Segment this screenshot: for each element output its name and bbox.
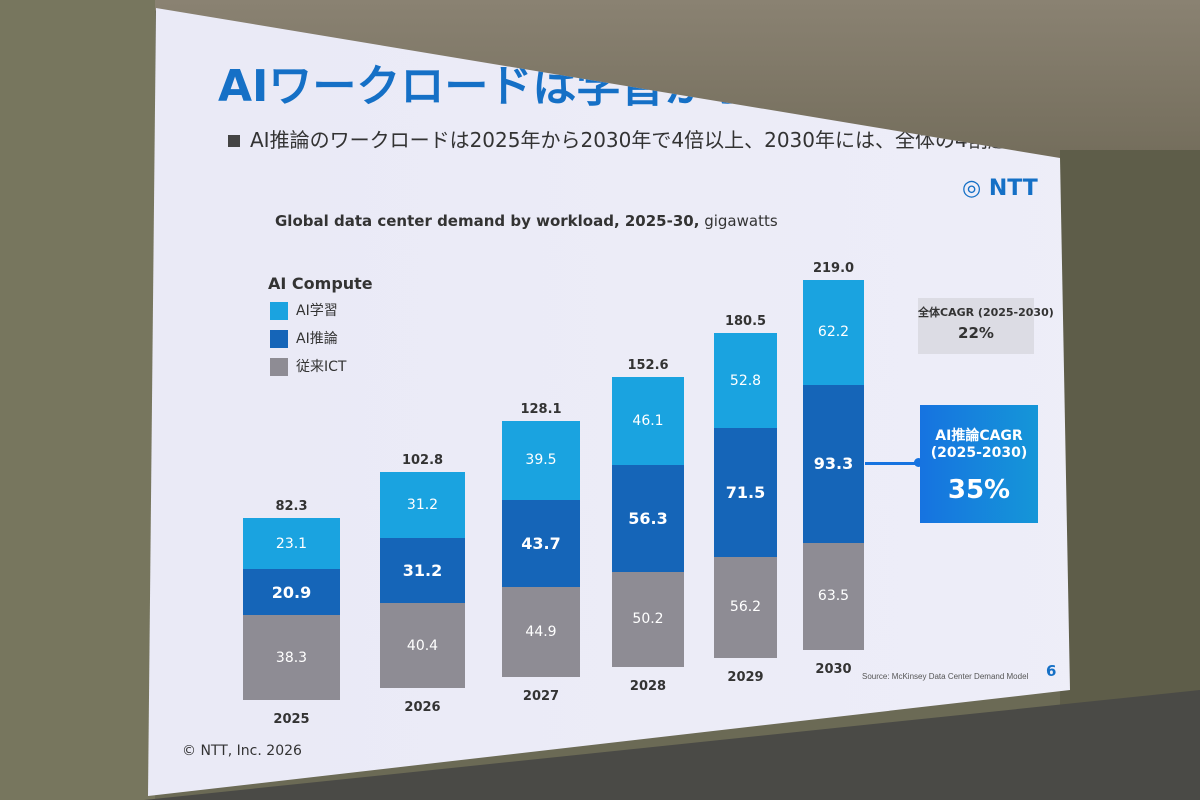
bar-2028: 50.2 56.3 46.1 152.6 2028 <box>612 358 684 694</box>
bar-segment-ict: 40.4 <box>380 603 465 688</box>
bar-segment-training: 62.2 <box>803 279 864 385</box>
bar-segment-ict: 63.5 <box>803 542 864 650</box>
bar-segment-inference: 93.3 <box>803 385 864 543</box>
legend-item-ict: 従来ICT <box>270 358 346 376</box>
legend-item-inference: AI推論 <box>270 330 338 348</box>
total-label: 128.1 <box>520 401 562 417</box>
bar-segment-training: 31.2 <box>380 472 465 538</box>
inference-cagr-box: AI推論CAGR (2025-2030) 35% <box>920 405 1038 523</box>
logo-text: NTT <box>988 176 1038 201</box>
bar-segment-inference: 71.5 <box>714 428 777 557</box>
bar-segment-ict: 56.2 <box>714 556 777 658</box>
bar-segment-inference: 56.3 <box>612 464 684 572</box>
chart-title: Global data center demand by workload, 2… <box>275 212 778 230</box>
connector-dot <box>914 458 923 467</box>
bar-2030: 63.5 93.3 62.2 219.0 2030 <box>803 261 864 677</box>
legend-label: AI推論 <box>296 331 338 347</box>
bar-2029: 56.2 71.5 52.8 180.5 2029 <box>714 314 777 685</box>
connector-line <box>865 462 920 465</box>
x-tick-label: 2027 <box>522 688 560 704</box>
x-tick-label: 2030 <box>815 661 852 677</box>
chart-unit: gigawatts <box>704 212 778 230</box>
bar-2025: 38.3 20.9 23.1 82.3 2025 <box>243 499 340 727</box>
chart-title-text: Global data center demand by workload, 2… <box>275 212 700 230</box>
total-label: 180.5 <box>724 314 767 330</box>
x-tick-label: 2029 <box>727 669 764 685</box>
bar-segment-ict: 44.9 <box>502 587 580 677</box>
bar-segment-ict: 38.3 <box>243 615 340 700</box>
overall-cagr-label: 全体CAGR (2025-2030) <box>918 306 1054 319</box>
legend-label: 従来ICT <box>296 359 347 375</box>
bar-segment-ict: 50.2 <box>612 571 684 667</box>
bullet-icon <box>228 135 240 147</box>
x-tick-label: 2028 <box>629 678 667 694</box>
legend-title: AI Compute <box>268 274 373 293</box>
inference-cagr-period: (2025-2030) <box>930 445 1028 461</box>
bar-segment-inference: 20.9 <box>243 569 340 616</box>
inference-cagr-label: AI推論CAGR <box>935 428 1023 444</box>
x-tick-label: 2025 <box>273 711 310 727</box>
wall <box>0 0 155 800</box>
legend-swatch <box>270 358 288 376</box>
copyright: © NTT, Inc. 2026 <box>182 743 302 759</box>
total-label: 219.0 <box>812 260 855 276</box>
overall-cagr-value: 22% <box>958 324 994 342</box>
bar-segment-training: 52.8 <box>714 333 777 429</box>
bar-segment-training: 46.1 <box>612 377 684 465</box>
bar-2026: 40.4 31.2 31.2 102.8 2026 <box>380 453 465 715</box>
inference-cagr-value: 35% <box>947 475 1011 505</box>
legend-item-training: AI学習 <box>270 302 338 320</box>
legend-swatch <box>270 330 288 348</box>
ntt-logo: ◎ NTT <box>962 176 1038 201</box>
bar-segment-training: 39.5 <box>502 420 580 500</box>
source-note: Source: McKinsey Data Center Demand Mode… <box>862 672 1029 681</box>
bar-segment-training: 23.1 <box>243 518 340 570</box>
total-label: 152.6 <box>627 358 669 374</box>
wall <box>1060 150 1200 710</box>
legend-swatch <box>270 302 288 320</box>
bar-segment-inference: 31.2 <box>380 537 465 604</box>
x-tick-label: 2026 <box>404 699 441 715</box>
page-number: 6 <box>1046 662 1057 680</box>
legend-label: AI学習 <box>296 303 338 319</box>
total-label: 102.8 <box>401 453 444 469</box>
bar-segment-inference: 43.7 <box>502 499 580 588</box>
overall-cagr-box: 全体CAGR (2025-2030) 22% <box>918 298 1054 354</box>
bar-2027: 44.9 43.7 39.5 128.1 2027 <box>502 402 580 704</box>
total-label: 82.3 <box>275 499 308 515</box>
